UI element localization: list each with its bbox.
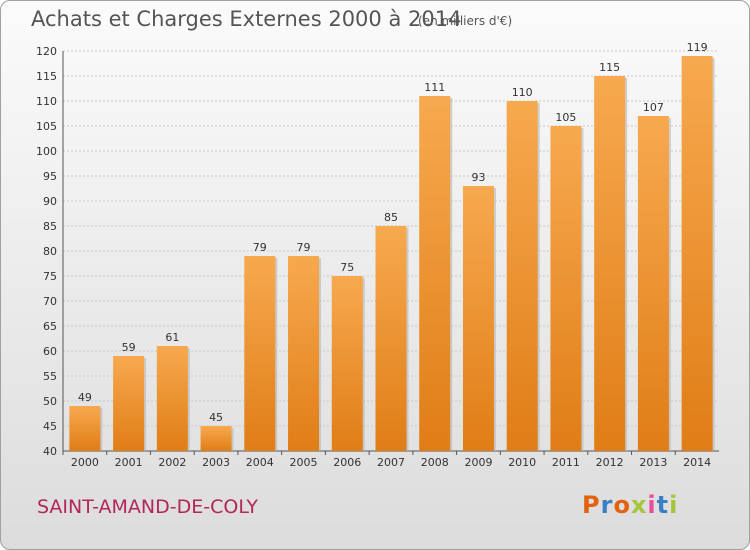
x-tick-label: 2008 — [421, 456, 449, 469]
logo-letter: t — [656, 491, 670, 519]
chart-title: Achats et Charges Externes 2000 à 2014 — [31, 7, 462, 31]
x-tick-label: 2013 — [639, 456, 667, 469]
logo-letter: i — [669, 491, 679, 519]
y-tick-label: 45 — [43, 420, 57, 433]
x-tick-label: 2012 — [596, 456, 624, 469]
x-tick-label: 2014 — [683, 456, 711, 469]
logo-letter: P — [582, 491, 601, 519]
x-tick-label: 2010 — [508, 456, 536, 469]
bar-2009 — [462, 186, 494, 451]
y-tick-label: 120 — [36, 45, 57, 58]
x-tick-label: 2007 — [377, 456, 405, 469]
logo-letter: o — [613, 491, 631, 519]
bar-value-label: 93 — [471, 171, 485, 184]
y-tick-label: 90 — [43, 195, 57, 208]
bar-value-label: 75 — [340, 261, 354, 274]
y-tick-label: 50 — [43, 395, 57, 408]
bar-value-label: 107 — [643, 101, 664, 114]
bar-value-label: 119 — [687, 41, 708, 54]
bar-value-label: 110 — [512, 86, 533, 99]
bar-2007 — [375, 226, 407, 451]
y-tick-label: 115 — [36, 70, 57, 83]
bar-2013 — [637, 116, 669, 451]
y-tick-label: 100 — [36, 145, 57, 158]
y-tick-label: 55 — [43, 370, 57, 383]
bar-value-label: 79 — [253, 241, 267, 254]
x-tick-label: 2005 — [290, 456, 318, 469]
y-tick-label: 85 — [43, 220, 57, 233]
bar-value-label: 59 — [122, 341, 136, 354]
bar-value-label: 105 — [555, 111, 576, 124]
x-tick-label: 2006 — [333, 456, 361, 469]
y-tick-label: 75 — [43, 270, 57, 283]
bar-2004 — [244, 256, 276, 451]
logo-letter: x — [630, 491, 648, 519]
bar-2000 — [69, 406, 101, 451]
bar-2014 — [681, 56, 713, 451]
city-name: SAINT-AMAND-DE-COLY — [37, 496, 258, 518]
bar-value-label: 79 — [297, 241, 311, 254]
bar-2008 — [419, 96, 451, 451]
x-tick-label: 2001 — [115, 456, 143, 469]
bar-value-label: 49 — [78, 391, 92, 404]
y-tick-label: 95 — [43, 170, 57, 183]
bar-2002 — [156, 346, 188, 451]
bar-2011 — [550, 126, 582, 451]
x-tick-label: 2002 — [158, 456, 186, 469]
proxiti-logo: Proxiti — [582, 491, 678, 519]
bar-value-label: 45 — [209, 411, 223, 424]
bar-value-label: 115 — [599, 61, 620, 74]
x-tick-label: 2004 — [246, 456, 274, 469]
y-tick-label: 40 — [43, 445, 57, 458]
y-tick-label: 80 — [43, 245, 57, 258]
bar-2005 — [288, 256, 320, 451]
y-tick-label: 105 — [36, 120, 57, 133]
logo-letter: i — [647, 491, 657, 519]
bars — [69, 56, 715, 451]
bar-2001 — [113, 356, 145, 451]
bar-value-label: 61 — [165, 331, 179, 344]
y-tick-label: 65 — [43, 320, 57, 333]
bar-2003 — [200, 426, 232, 451]
labels: 40 45 50 55 60 65 70 75 80 85 90 95 100 105 110 115 120 4… — [36, 41, 711, 469]
x-tick-label: 2009 — [464, 456, 492, 469]
x-tick-label: 2003 — [202, 456, 230, 469]
logo-letter: r — [600, 491, 614, 519]
y-tick-label: 60 — [43, 345, 57, 358]
bar-value-label: 111 — [424, 81, 445, 94]
bar-2006 — [331, 276, 363, 451]
chart-subtitle: (en milliers d'€) — [418, 14, 513, 28]
bar-2012 — [594, 76, 626, 451]
x-tick-label: 2011 — [552, 456, 580, 469]
y-tick-label: 70 — [43, 295, 57, 308]
x-tick-label: 2000 — [71, 456, 99, 469]
bar-value-label: 85 — [384, 211, 398, 224]
bar-2010 — [506, 101, 538, 451]
y-tick-label: 110 — [36, 95, 57, 108]
